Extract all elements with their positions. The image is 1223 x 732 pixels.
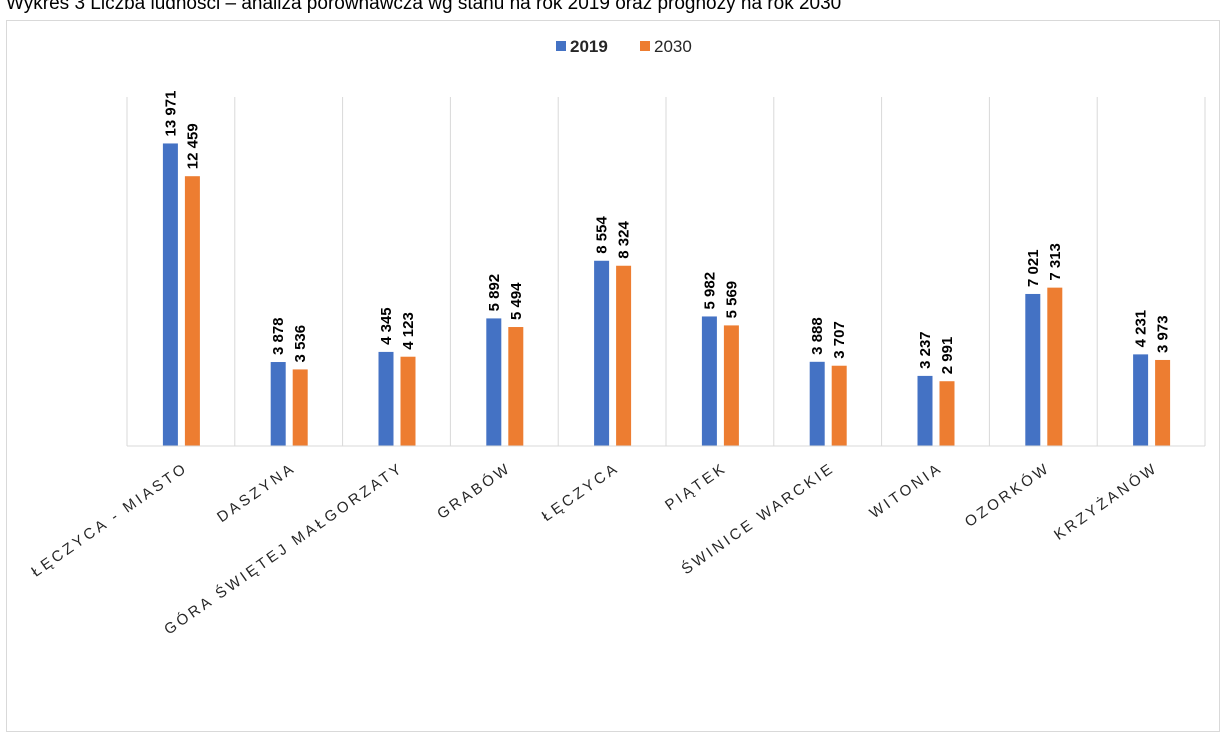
bar-2030-8: [1047, 287, 1063, 446]
data-label-2030-3: 5 494: [508, 282, 525, 320]
category-label-2: GÓRA ŚWIĘTEJ MAŁGORZATY: [161, 459, 407, 639]
data-label-2030-2: 4 123: [400, 312, 417, 350]
bar-2030-6: [831, 365, 847, 446]
data-labels: 13 971 12 459 3 878 3 536 4 345 4 123 5 892 5 4…: [162, 91, 1171, 375]
data-label-2019-1: 3 878: [270, 317, 287, 355]
data-label-2030-0: 12 459: [184, 123, 201, 169]
category-label-3: GRABÓW: [434, 459, 514, 522]
data-label-2030-7: 2 991: [939, 337, 956, 375]
data-label-2019-2: 4 345: [378, 307, 395, 345]
bar-2019-0: [162, 143, 178, 446]
bar-2030-3: [508, 327, 524, 446]
category-label-5: PIĄTEK: [662, 459, 730, 514]
legend-label-2030: 2030: [654, 37, 692, 56]
bar-2030-9: [1155, 359, 1171, 446]
data-label-2030-1: 3 536: [292, 325, 309, 363]
category-label-9: KRZYŻANÓW: [1050, 459, 1161, 544]
category-label-8: OZORKÓW: [962, 459, 1054, 530]
data-label-2019-0: 13 971: [162, 91, 179, 137]
bar-2019-4: [594, 260, 610, 446]
data-label-2019-9: 4 231: [1133, 310, 1150, 348]
bar-2019-9: [1133, 354, 1149, 446]
data-label-2019-7: 3 237: [917, 331, 934, 369]
bar-2019-2: [378, 351, 394, 446]
bar-2019-7: [917, 375, 933, 446]
legend-swatch-2030: [640, 41, 650, 51]
legend-swatch-2019: [556, 41, 566, 51]
legend: 2019 2030: [556, 37, 692, 56]
bar-2019-3: [486, 318, 502, 446]
data-label-2019-5: 5 982: [701, 272, 718, 310]
data-label-2019-3: 5 892: [486, 274, 503, 312]
data-label-2019-6: 3 888: [809, 317, 826, 355]
bar-2030-0: [184, 176, 200, 446]
data-label-2030-4: 8 324: [616, 221, 633, 259]
bar-2030-2: [400, 356, 416, 446]
data-label-2030-5: 5 569: [723, 281, 740, 319]
bar-2030-7: [939, 381, 955, 446]
data-label-2019-4: 8 554: [594, 216, 611, 254]
bar-2019-1: [270, 362, 286, 446]
category-separators: [126, 97, 1206, 446]
chart-caption: Wykres 3 Liczba ludności – analiza porów…: [6, 0, 842, 14]
bar-2019-6: [809, 361, 825, 446]
legend-label-2019: 2019: [570, 37, 608, 56]
data-label-2019-8: 7 021: [1025, 249, 1042, 287]
category-label-7: WITONIA: [867, 459, 946, 522]
bar-2019-8: [1025, 293, 1041, 446]
bar-2019-5: [701, 316, 717, 446]
bar-2030-4: [616, 265, 632, 446]
category-label-1: DASZYNA: [214, 459, 299, 526]
data-label-2030-8: 7 313: [1047, 243, 1064, 281]
bar-2030-1: [292, 369, 308, 446]
bars: [162, 143, 1171, 446]
bar-2030-5: [723, 325, 739, 446]
category-label-4: ŁĘCZYCA: [539, 459, 623, 525]
data-label-2030-6: 3 707: [831, 321, 848, 359]
category-label-0: ŁĘCZYCA - MIASTO: [28, 459, 191, 580]
data-label-2030-9: 3 973: [1155, 315, 1172, 353]
